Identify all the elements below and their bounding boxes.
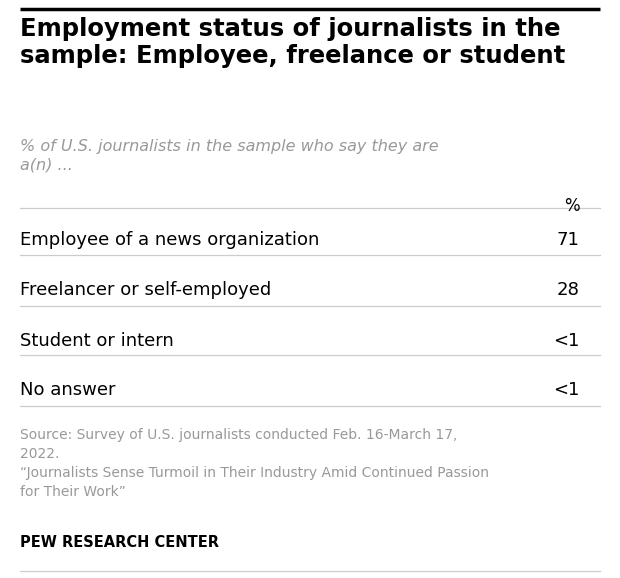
Text: No answer: No answer [20, 381, 115, 399]
Text: Employee of a news organization: Employee of a news organization [20, 231, 319, 249]
Text: 28: 28 [557, 281, 580, 299]
Text: Student or intern: Student or intern [20, 332, 174, 350]
Text: <1: <1 [553, 381, 580, 399]
Text: %: % [564, 197, 580, 214]
Text: 71: 71 [557, 231, 580, 249]
Text: PEW RESEARCH CENTER: PEW RESEARCH CENTER [20, 535, 219, 550]
Text: % of U.S. journalists in the sample who say they are
a(n) ...: % of U.S. journalists in the sample who … [20, 139, 438, 172]
Text: Freelancer or self-employed: Freelancer or self-employed [20, 281, 271, 299]
Text: Source: Survey of U.S. journalists conducted Feb. 16-March 17,
2022.
“Journalist: Source: Survey of U.S. journalists condu… [20, 428, 489, 499]
Text: Employment status of journalists in the
sample: Employee, freelance or student: Employment status of journalists in the … [20, 17, 565, 68]
Text: <1: <1 [553, 332, 580, 350]
